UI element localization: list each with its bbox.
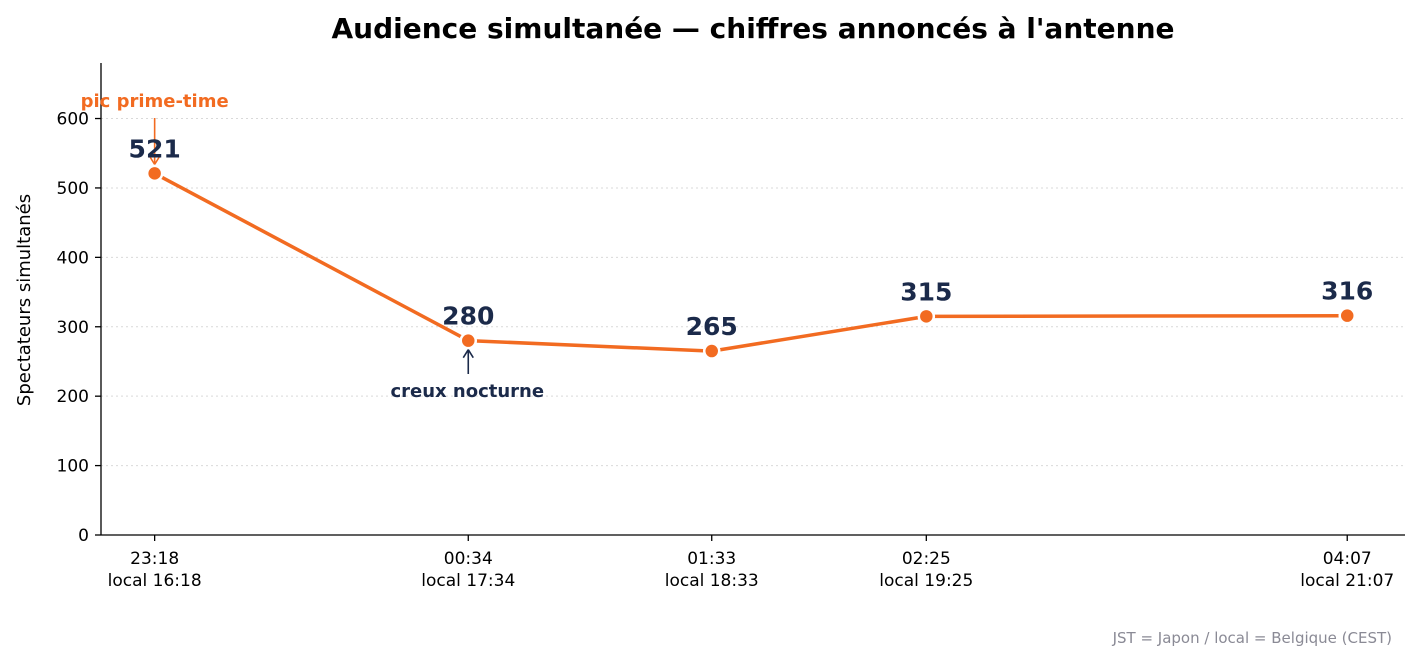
- data-point: [459, 331, 478, 350]
- y-tick-label: 100: [57, 457, 89, 477]
- y-axis-label: Spectateurs simultanés: [14, 194, 35, 406]
- x-tick-sublabel: local 21:07: [1300, 571, 1394, 591]
- series-line: [152, 171, 1349, 353]
- y-tick-label: 200: [57, 387, 89, 407]
- y-tick-label: 600: [57, 110, 89, 130]
- x-tick-label: 00:34: [444, 549, 493, 569]
- y-tick-label: 500: [57, 179, 89, 199]
- x-tick-label: 04:07: [1323, 549, 1372, 569]
- data-label: 521: [129, 134, 181, 163]
- series-polyline: [152, 171, 1349, 353]
- annotation-low: creux nocturne: [390, 381, 544, 402]
- grid-lines: [101, 118, 1405, 467]
- x-tick-sublabel: local 18:33: [665, 571, 759, 591]
- data-label: 265: [686, 312, 738, 341]
- data-label: 316: [1321, 277, 1373, 306]
- x-tick-label: 01:33: [687, 549, 736, 569]
- annotation-peak: pic prime-time: [81, 91, 229, 112]
- x-tick-label: 23:18: [130, 549, 179, 569]
- data-label: 280: [442, 302, 494, 331]
- annotation-low-arrowhead: [462, 348, 474, 359]
- chart-title: Audience simultanée — chiffres annoncés …: [332, 12, 1175, 45]
- x-tick-sublabel: local 17:34: [421, 571, 515, 591]
- data-point: [145, 164, 164, 183]
- data-point: [1338, 306, 1356, 325]
- x-tick-label: 02:25: [902, 549, 951, 569]
- data-point: [702, 342, 721, 360]
- y-tick-label: 0: [78, 526, 89, 546]
- annotations: pic prime-time creux nocturne: [81, 91, 544, 402]
- y-tick-label: 400: [57, 248, 89, 268]
- annotation-peak-arrowhead: [148, 155, 161, 166]
- y-tick-label: 300: [57, 318, 89, 338]
- data-label: 315: [900, 277, 952, 306]
- data-point: [917, 307, 936, 326]
- data-labels: 521 280 265 315 316: [129, 134, 1374, 341]
- x-tick-sublabel: local 19:25: [879, 571, 973, 591]
- x-tick-sublabel: local 16:18: [108, 571, 202, 591]
- footnote: JST = Japon / local = Belgique (CEST): [1112, 629, 1392, 647]
- data-points: [145, 164, 1356, 360]
